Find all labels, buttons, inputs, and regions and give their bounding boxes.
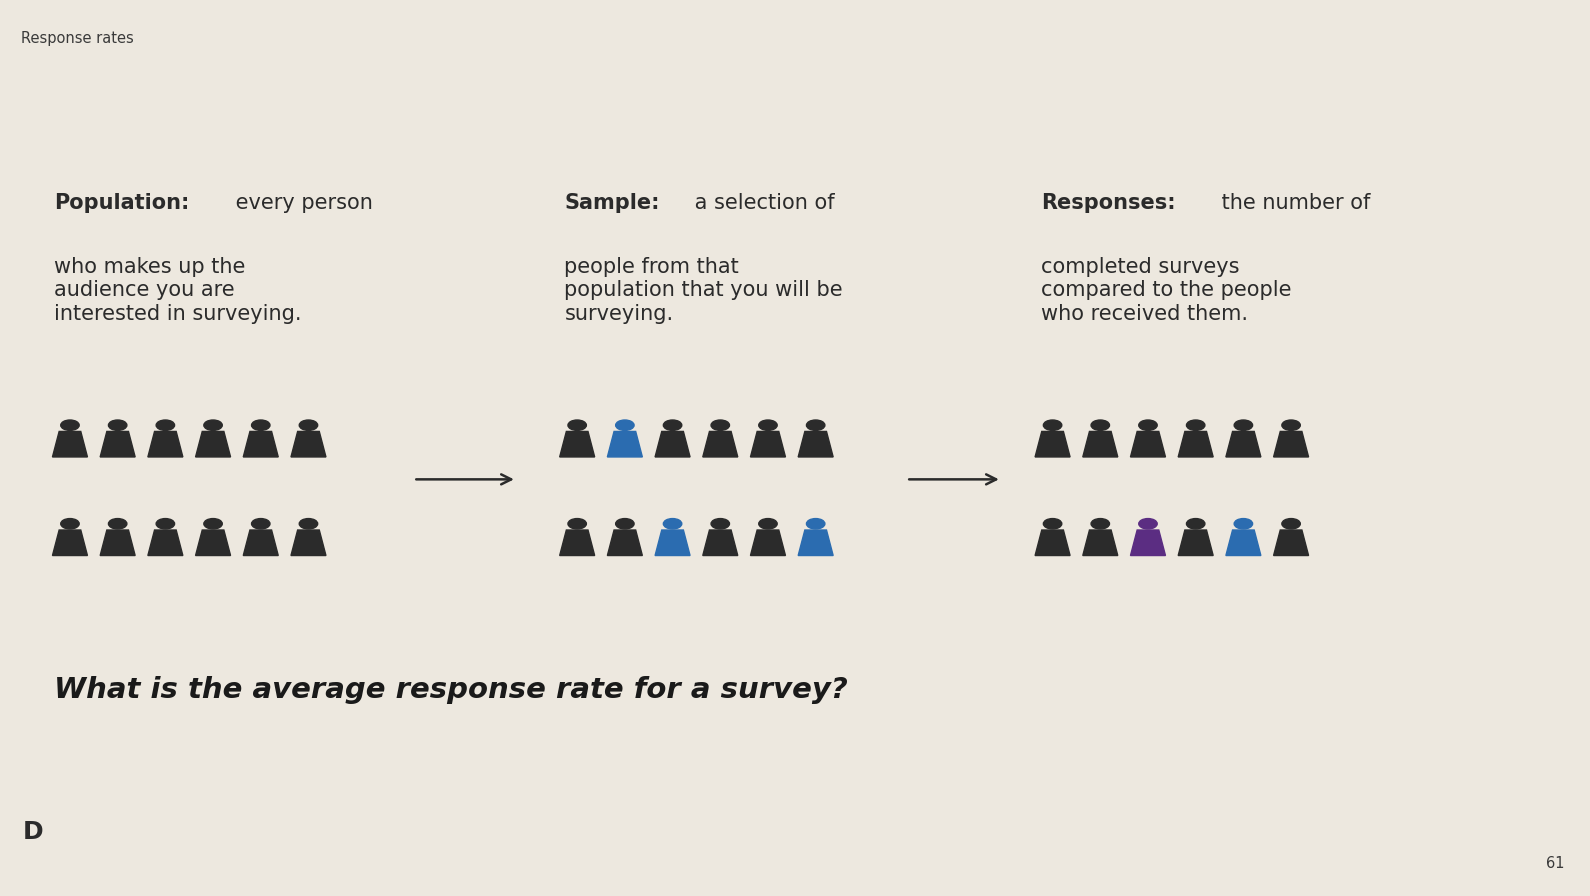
Polygon shape [1083,530,1118,556]
Text: who makes up the
audience you are
interested in surveying.: who makes up the audience you are intere… [54,257,302,323]
Circle shape [204,420,223,430]
Circle shape [615,420,634,430]
Polygon shape [243,432,278,457]
Polygon shape [1226,432,1261,457]
Circle shape [1186,420,1205,430]
Text: 61: 61 [1545,856,1565,871]
Polygon shape [703,530,738,556]
Polygon shape [196,530,231,556]
Polygon shape [1274,432,1309,457]
Circle shape [758,420,778,430]
Circle shape [108,420,127,430]
Polygon shape [1035,530,1070,556]
Polygon shape [750,530,785,556]
Circle shape [1043,420,1062,430]
Circle shape [711,519,730,529]
Circle shape [615,519,634,529]
Text: Response rates: Response rates [21,31,134,47]
Polygon shape [655,432,690,457]
Polygon shape [100,432,135,457]
Circle shape [1186,519,1205,529]
Text: What is the average response rate for a survey?: What is the average response rate for a … [54,676,847,704]
Polygon shape [750,432,785,457]
Circle shape [1138,420,1158,430]
Circle shape [1091,420,1110,430]
Circle shape [806,420,825,430]
Text: the number of: the number of [1215,193,1371,212]
Text: Sample:: Sample: [564,193,660,212]
Polygon shape [1178,530,1213,556]
Circle shape [568,519,587,529]
Circle shape [568,420,587,430]
Text: Responses:: Responses: [1041,193,1177,212]
Polygon shape [100,530,135,556]
Circle shape [1043,519,1062,529]
Polygon shape [1274,530,1309,556]
Text: a selection of: a selection of [688,193,835,212]
Polygon shape [655,530,690,556]
Circle shape [251,519,270,529]
Polygon shape [291,432,326,457]
Circle shape [663,420,682,430]
Polygon shape [1035,432,1070,457]
Circle shape [1282,420,1301,430]
Circle shape [711,420,730,430]
Text: Population:: Population: [54,193,189,212]
Circle shape [1138,519,1158,529]
Polygon shape [1178,432,1213,457]
Polygon shape [1083,432,1118,457]
Polygon shape [560,530,595,556]
Polygon shape [1226,530,1261,556]
Circle shape [251,420,270,430]
Polygon shape [52,530,87,556]
Circle shape [663,519,682,529]
Circle shape [204,519,223,529]
Polygon shape [52,432,87,457]
Polygon shape [196,432,231,457]
Text: every person: every person [229,193,372,212]
Circle shape [156,420,175,430]
Circle shape [758,519,778,529]
Polygon shape [798,432,833,457]
Polygon shape [148,530,183,556]
Polygon shape [291,530,326,556]
Polygon shape [703,432,738,457]
Circle shape [806,519,825,529]
Polygon shape [1130,530,1165,556]
Circle shape [1234,420,1253,430]
Circle shape [299,420,318,430]
Text: people from that
population that you will be
surveying.: people from that population that you wil… [564,257,843,323]
Polygon shape [607,530,642,556]
Circle shape [60,519,80,529]
Text: completed surveys
compared to the people
who received them.: completed surveys compared to the people… [1041,257,1293,323]
Polygon shape [1130,432,1165,457]
Polygon shape [607,432,642,457]
Circle shape [108,519,127,529]
Polygon shape [798,530,833,556]
Polygon shape [148,432,183,457]
Circle shape [299,519,318,529]
Circle shape [60,420,80,430]
Text: D: D [22,820,43,844]
Circle shape [156,519,175,529]
Polygon shape [243,530,278,556]
Circle shape [1282,519,1301,529]
Polygon shape [560,432,595,457]
Circle shape [1091,519,1110,529]
Circle shape [1234,519,1253,529]
